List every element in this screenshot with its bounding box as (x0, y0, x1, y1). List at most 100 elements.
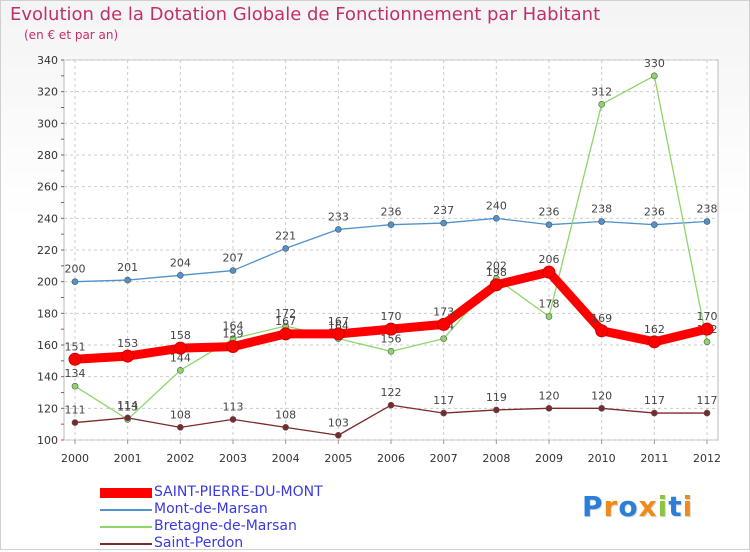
y-tick-label: 200 (37, 276, 58, 289)
x-tick-label: 2007 (430, 452, 458, 465)
data-point (384, 322, 398, 336)
data-point (437, 317, 451, 331)
data-label: 207 (223, 252, 244, 265)
y-tick-label: 120 (37, 402, 58, 415)
data-label: 170 (381, 310, 402, 323)
proxiti-logo: Proxiti (582, 490, 693, 523)
data-label: 144 (170, 351, 191, 364)
data-point (598, 218, 605, 225)
legend-swatch (100, 487, 152, 498)
data-point (545, 221, 553, 228)
data-point (700, 322, 714, 336)
x-tick-label: 2008 (482, 452, 510, 465)
data-point (651, 409, 658, 417)
data-label: 312 (591, 85, 612, 98)
data-label: 164 (223, 320, 244, 333)
data-label: 159 (223, 328, 244, 341)
data-point (489, 278, 503, 292)
data-label: 236 (644, 206, 665, 219)
data-label: 167 (328, 315, 349, 328)
logo-letter: i (657, 490, 669, 523)
data-point (703, 409, 711, 417)
x-tick-label: 2001 (114, 452, 142, 465)
data-label: 172 (275, 307, 296, 320)
data-point (440, 219, 447, 227)
data-label: 114 (117, 399, 138, 412)
data-point (387, 348, 395, 355)
data-label: 201 (117, 261, 138, 274)
data-point (177, 272, 184, 279)
data-point (177, 367, 184, 374)
x-tick-label: 2003 (219, 452, 247, 465)
x-tick-label: 2011 (640, 452, 668, 465)
data-point (647, 335, 661, 349)
data-label: 156 (381, 332, 402, 345)
data-point (545, 405, 553, 412)
y-tick-label: 180 (37, 307, 58, 320)
data-point (595, 324, 609, 338)
data-label: 206 (539, 253, 560, 266)
logo-letter: r (603, 490, 619, 523)
data-label: 233 (328, 210, 349, 223)
data-point (387, 221, 395, 228)
data-label: 236 (381, 206, 402, 219)
x-tick-label: 2000 (61, 452, 89, 465)
data-label: 178 (539, 298, 560, 311)
data-point (331, 327, 345, 341)
data-label: 117 (697, 394, 718, 407)
data-point (703, 338, 711, 346)
x-tick-label: 2005 (324, 452, 352, 465)
data-point (545, 313, 553, 320)
y-tick-label: 280 (37, 149, 58, 162)
y-tick-label: 240 (37, 212, 58, 225)
y-tick-label: 300 (37, 117, 58, 130)
data-label: 108 (170, 408, 191, 421)
data-point (226, 340, 240, 354)
data-label: 158 (170, 329, 191, 342)
data-label: 113 (223, 400, 244, 413)
data-label: 103 (328, 416, 349, 429)
data-label: 173 (433, 305, 454, 318)
data-point (71, 278, 79, 285)
data-label: 120 (591, 389, 612, 402)
logo-letter: P (582, 490, 604, 523)
data-point (651, 72, 658, 80)
data-point (229, 267, 237, 274)
data-label: 134 (65, 367, 86, 380)
data-point (173, 341, 187, 355)
data-point (493, 215, 500, 222)
data-label: 122 (381, 386, 402, 399)
data-label: 240 (486, 199, 507, 212)
data-label: 119 (486, 391, 507, 404)
data-label: 108 (275, 408, 296, 421)
data-point (440, 335, 447, 342)
y-tick-label: 140 (37, 371, 58, 384)
data-label: 117 (644, 394, 665, 407)
data-point (335, 226, 342, 233)
y-tick-label: 340 (37, 54, 58, 67)
legend-label: Mont-de-Marsan (154, 501, 268, 517)
data-label: 113 (117, 400, 138, 413)
chart-title: Evolution de la Dotation Globale de Fonc… (10, 4, 601, 25)
logo-letter: o (618, 490, 639, 523)
x-tick-label: 2010 (588, 452, 616, 465)
data-point (598, 405, 605, 412)
logo-letter: t (668, 490, 683, 523)
data-point (124, 276, 131, 284)
logo-letter: i (682, 490, 694, 523)
data-label: 221 (275, 229, 296, 242)
logo-letter: x (638, 490, 658, 523)
legend-swatch (100, 542, 152, 545)
data-point (335, 431, 342, 439)
data-label: 167 (275, 315, 296, 328)
data-point (71, 382, 79, 390)
data-point (598, 101, 605, 108)
data-label: 117 (433, 394, 454, 407)
x-tick-label: 2002 (166, 452, 194, 465)
legend-label: Saint-Perdon (154, 535, 244, 551)
data-label: 198 (486, 266, 507, 279)
legend-swatch (100, 525, 152, 528)
data-point (177, 424, 184, 431)
data-label: 238 (591, 203, 612, 216)
